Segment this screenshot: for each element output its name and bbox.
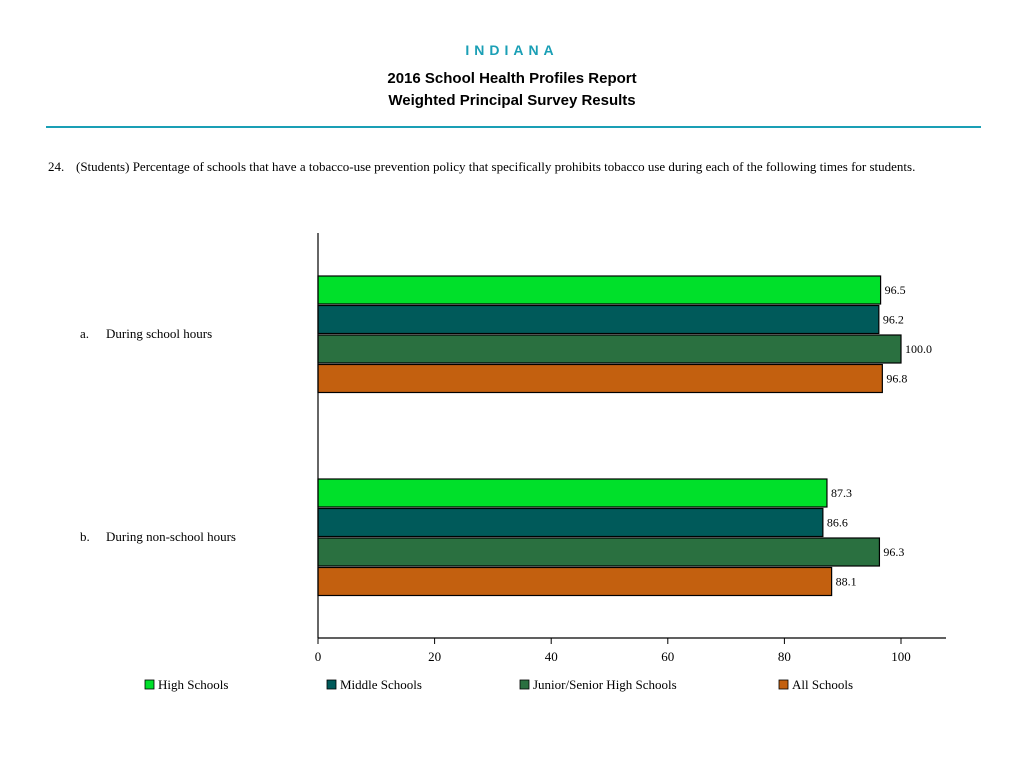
data-label: 88.1 — [836, 575, 857, 589]
bar — [317, 275, 882, 305]
category-letter: a. — [80, 326, 89, 341]
data-label: 86.6 — [827, 516, 848, 530]
report-title: 2016 School Health Profiles Report — [387, 70, 637, 87]
category-label: During non-school hours — [106, 529, 236, 544]
category-label: During school hours — [106, 326, 212, 341]
x-tick-label: 40 — [545, 649, 558, 664]
data-label: 96.2 — [883, 313, 904, 327]
x-tick-label: 80 — [778, 649, 791, 664]
bar — [317, 334, 902, 364]
bar — [317, 363, 883, 394]
legend-label: Junior/Senior High Schools — [533, 677, 677, 692]
x-tick-label: 20 — [428, 649, 441, 664]
data-label: 96.5 — [885, 283, 906, 297]
question-number: 24. — [48, 159, 65, 174]
bar — [317, 537, 881, 567]
x-tick-label: 60 — [661, 649, 674, 664]
legend-swatch — [519, 679, 530, 690]
data-label: 96.3 — [883, 545, 904, 559]
header-divider — [46, 126, 981, 128]
bar — [317, 566, 833, 597]
category-letter: b. — [80, 529, 90, 544]
data-label: 100.0 — [905, 342, 932, 356]
bar — [317, 478, 828, 508]
data-label: 87.3 — [831, 486, 852, 500]
legend-label: Middle Schools — [340, 677, 422, 692]
bar — [317, 304, 880, 335]
x-tick-label: 0 — [315, 649, 322, 664]
legend-label: All Schools — [792, 677, 853, 692]
legend-swatch — [326, 679, 337, 690]
bar — [317, 507, 824, 538]
legend-swatch — [778, 679, 789, 690]
question-text: (Students) Percentage of schools that ha… — [76, 159, 916, 174]
state-name: INDIANA — [465, 42, 559, 58]
data-label: 96.8 — [886, 372, 907, 386]
x-tick-label: 100 — [891, 649, 911, 664]
legend-swatch — [144, 679, 155, 690]
legend-label: High Schools — [158, 677, 228, 692]
report-subtitle: Weighted Principal Survey Results — [388, 92, 636, 109]
